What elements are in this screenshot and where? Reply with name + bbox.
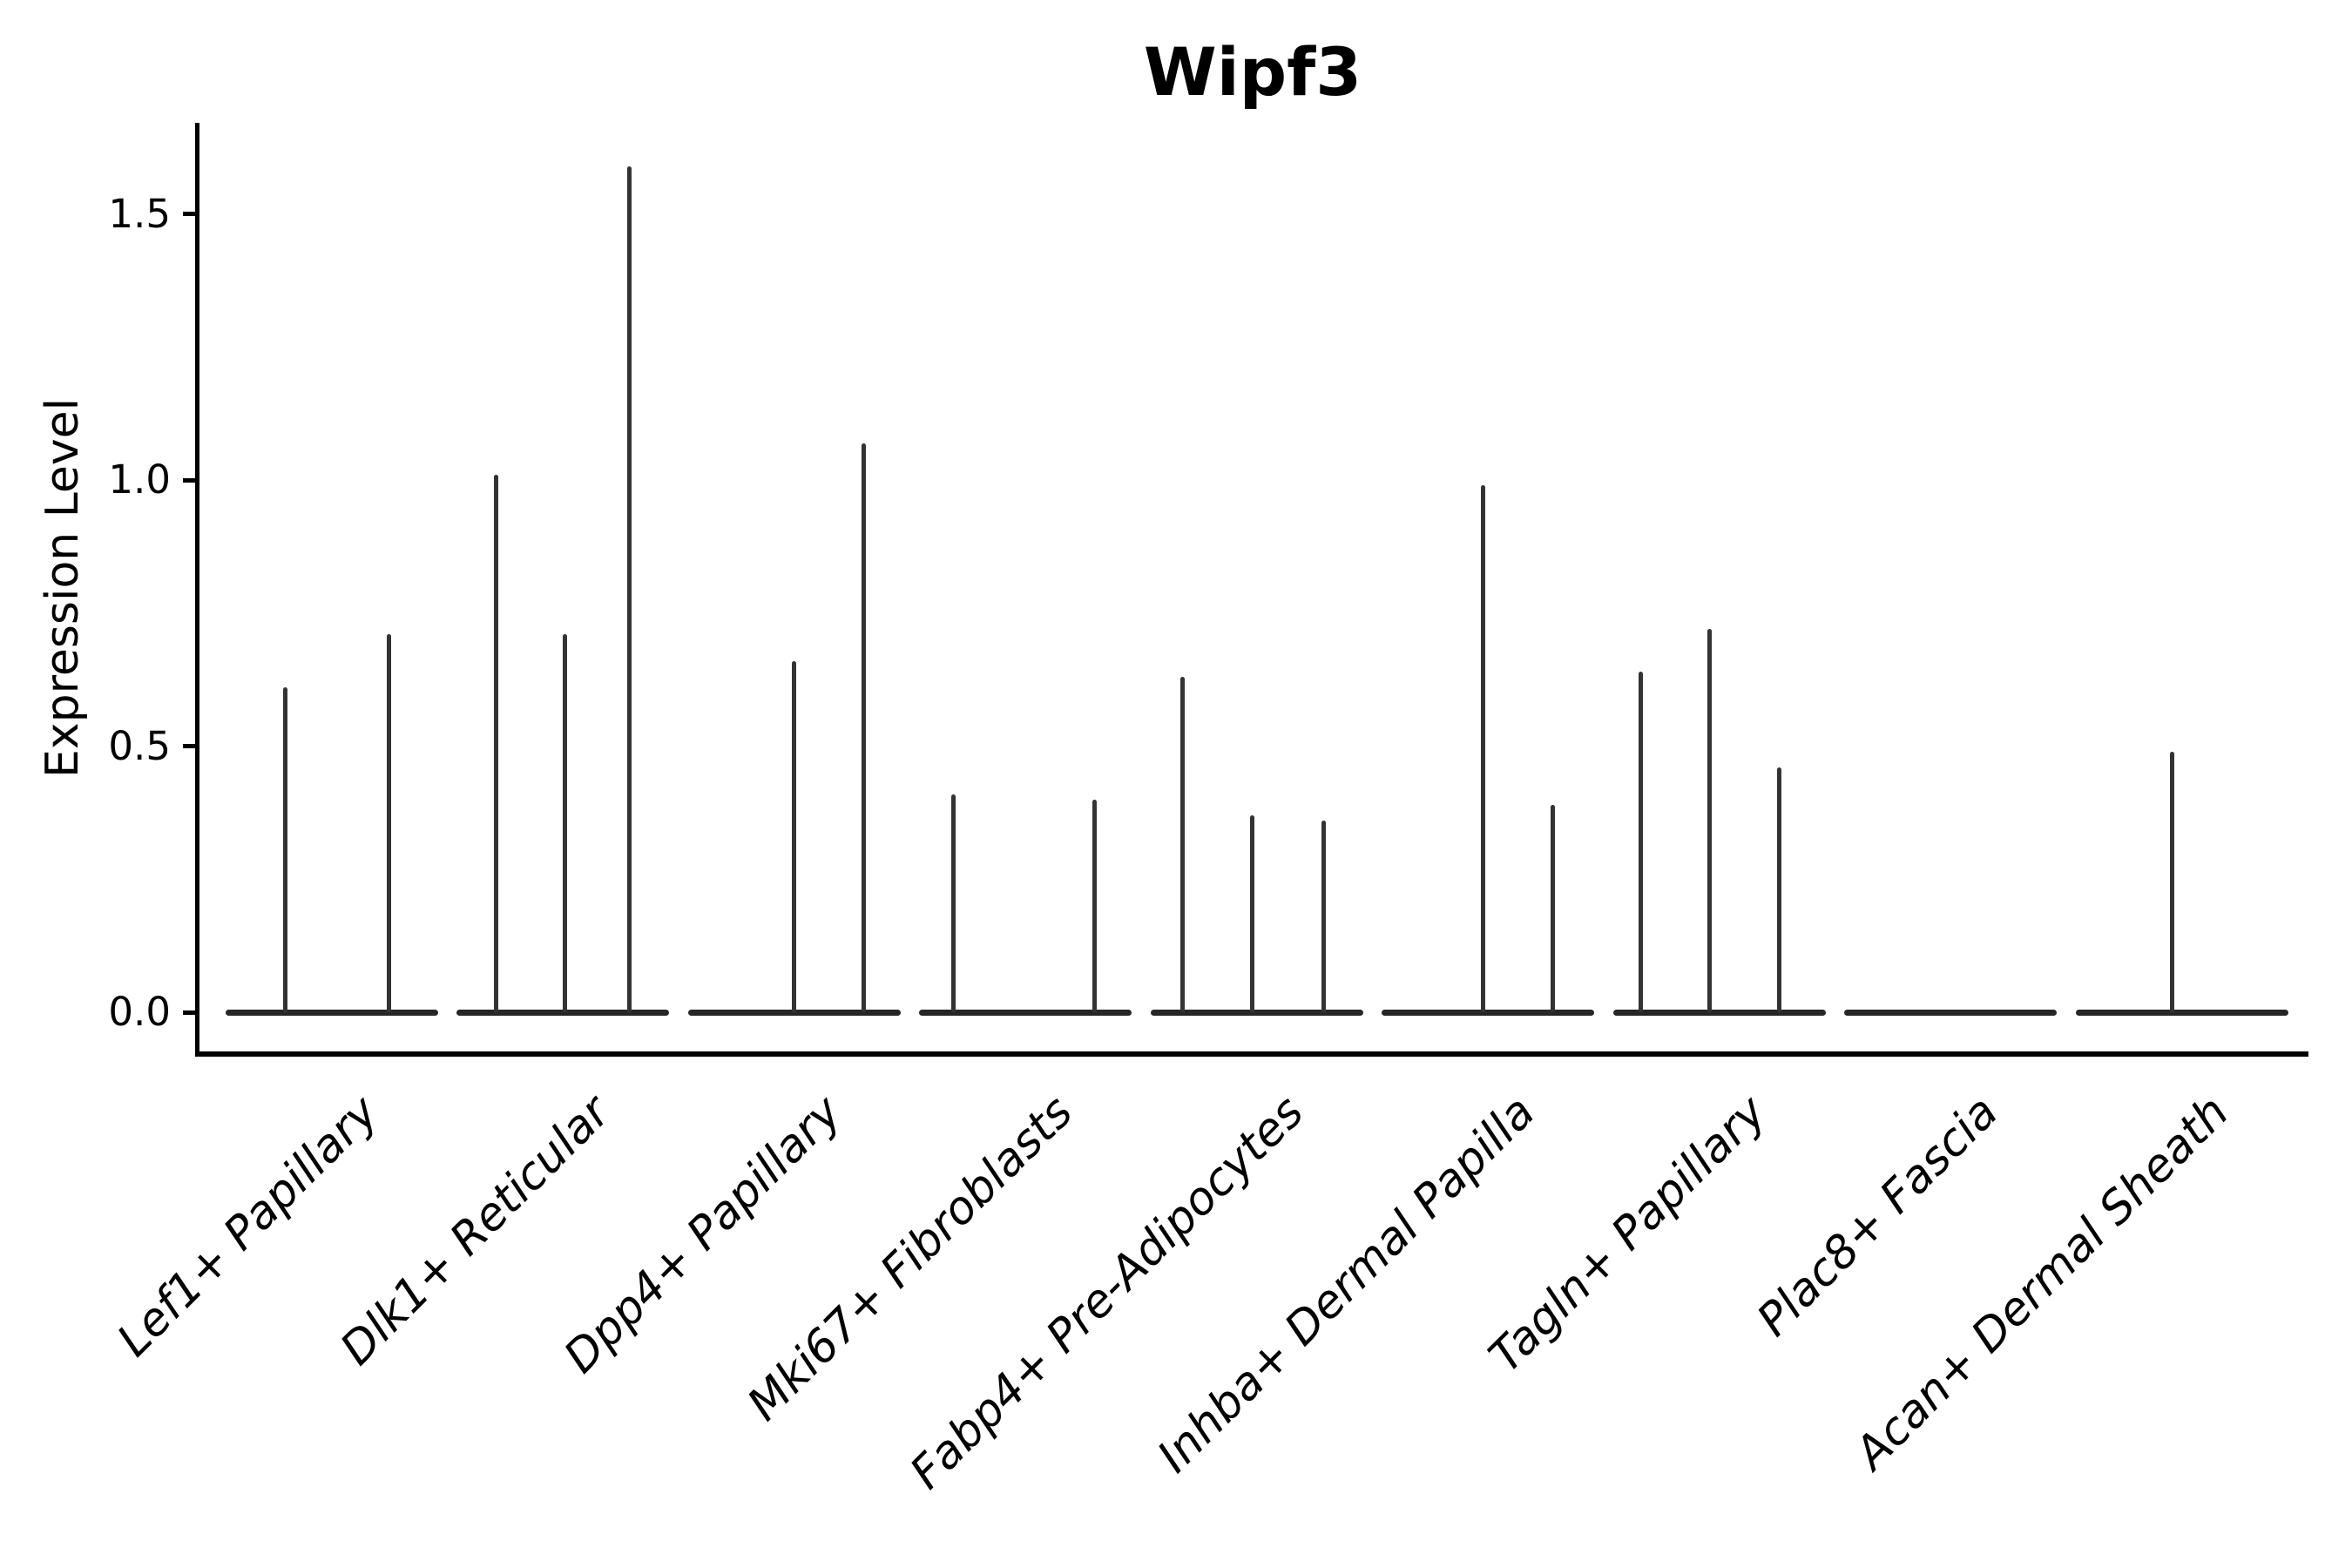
violin-baseline [456, 1009, 669, 1016]
violin-spike [1481, 485, 1486, 1012]
violin-spike [951, 794, 956, 1012]
violin-spike [1321, 821, 1326, 1012]
x-tick-label: Plac8+ Fascia [1747, 1085, 2009, 1347]
violin-baseline [1612, 1009, 1826, 1016]
y-tick-mark [183, 744, 197, 749]
y-tick-label: 1.0 [108, 456, 171, 504]
y-tick-mark [183, 212, 197, 217]
violin-baseline [225, 1009, 438, 1016]
violin-spike [563, 634, 568, 1012]
x-tick-label: Acan+ Dermal Sheath [1845, 1085, 2240, 1480]
y-axis-label: Expression Level [37, 397, 89, 779]
chart-title: Wipf3 [1143, 33, 1362, 111]
violin-spike [282, 687, 287, 1012]
y-tick-mark [183, 1010, 197, 1015]
y-tick-label: 1.5 [108, 190, 171, 237]
violin-baseline [1150, 1009, 1363, 1016]
violin-spike [387, 634, 392, 1012]
violin-baseline [1844, 1009, 2057, 1016]
violin-spike [1777, 767, 1782, 1012]
violin-spike [1550, 804, 1555, 1012]
x-axis-line [195, 1051, 2308, 1057]
violin-baseline [919, 1009, 1132, 1016]
violin-spike [1249, 815, 1254, 1012]
violin-spike [2170, 751, 2175, 1012]
x-tick-label: Fabp4+ Pre-Adipocytes [900, 1085, 1315, 1500]
violin-spike [627, 166, 632, 1012]
violin-spike [493, 475, 498, 1012]
x-tick-label: Inhba+ Dermal Papilla [1148, 1085, 1546, 1484]
violin-spike [1180, 677, 1186, 1012]
violin-spike [1092, 799, 1098, 1012]
y-tick-label: 0.0 [108, 989, 171, 1035]
y-tick-label: 0.5 [108, 722, 171, 769]
y-axis-line [195, 123, 199, 1057]
violin-baseline [687, 1009, 901, 1016]
y-tick-mark [183, 477, 197, 483]
violin-baseline [1382, 1009, 1594, 1016]
violin-spike [861, 443, 866, 1012]
violin-spike [792, 660, 796, 1012]
violin-spike [1638, 672, 1643, 1012]
violin-spike [1707, 629, 1713, 1012]
violin-baseline [2075, 1009, 2288, 1016]
